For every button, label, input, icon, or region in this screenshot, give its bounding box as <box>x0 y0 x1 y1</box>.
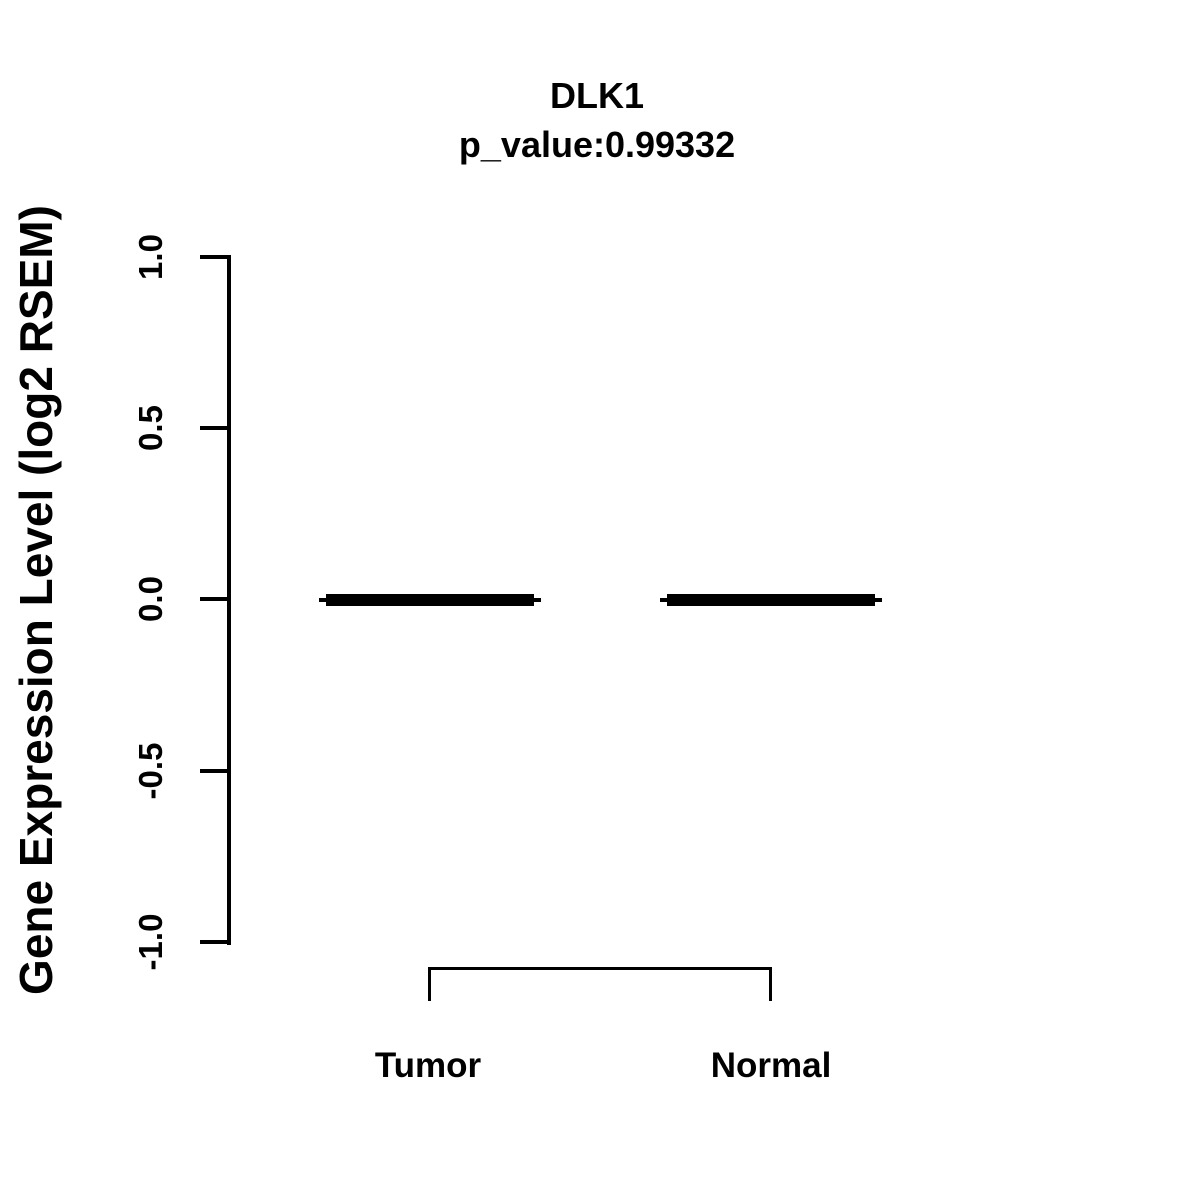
comparison-bracket-top <box>428 967 772 970</box>
y-tick-mark <box>200 769 230 773</box>
tumor-whisker-right <box>533 598 541 602</box>
tumor-box <box>326 594 534 606</box>
comparison-bracket-right-end <box>769 967 772 1001</box>
y-tick-label: 0.5 <box>132 405 169 451</box>
comparison-bracket-left-end <box>428 967 431 1001</box>
y-tick-label: -0.5 <box>132 742 169 800</box>
y-tick-mark <box>200 426 230 430</box>
y-tick-label: 0.0 <box>132 576 169 622</box>
y-tick-mark <box>200 940 230 944</box>
chart-subtitle-pvalue: p_value:0.99332 <box>458 124 736 165</box>
chart-title: DLK1 <box>549 75 644 116</box>
x-category-label-tumor: Tumor <box>374 1046 482 1085</box>
y-tick-mark <box>200 597 230 601</box>
y-tick-label: 1.0 <box>132 234 169 280</box>
y-tick-mark <box>200 255 230 259</box>
y-tick-label: -1.0 <box>132 913 169 971</box>
normal-whisker-left <box>660 598 668 602</box>
x-category-label-normal: Normal <box>710 1046 832 1085</box>
y-axis-label: Gene Expression Level (log2 RSEM) <box>10 205 62 995</box>
normal-box <box>667 594 875 606</box>
normal-whisker-right <box>874 598 882 602</box>
tumor-whisker-left <box>319 598 327 602</box>
